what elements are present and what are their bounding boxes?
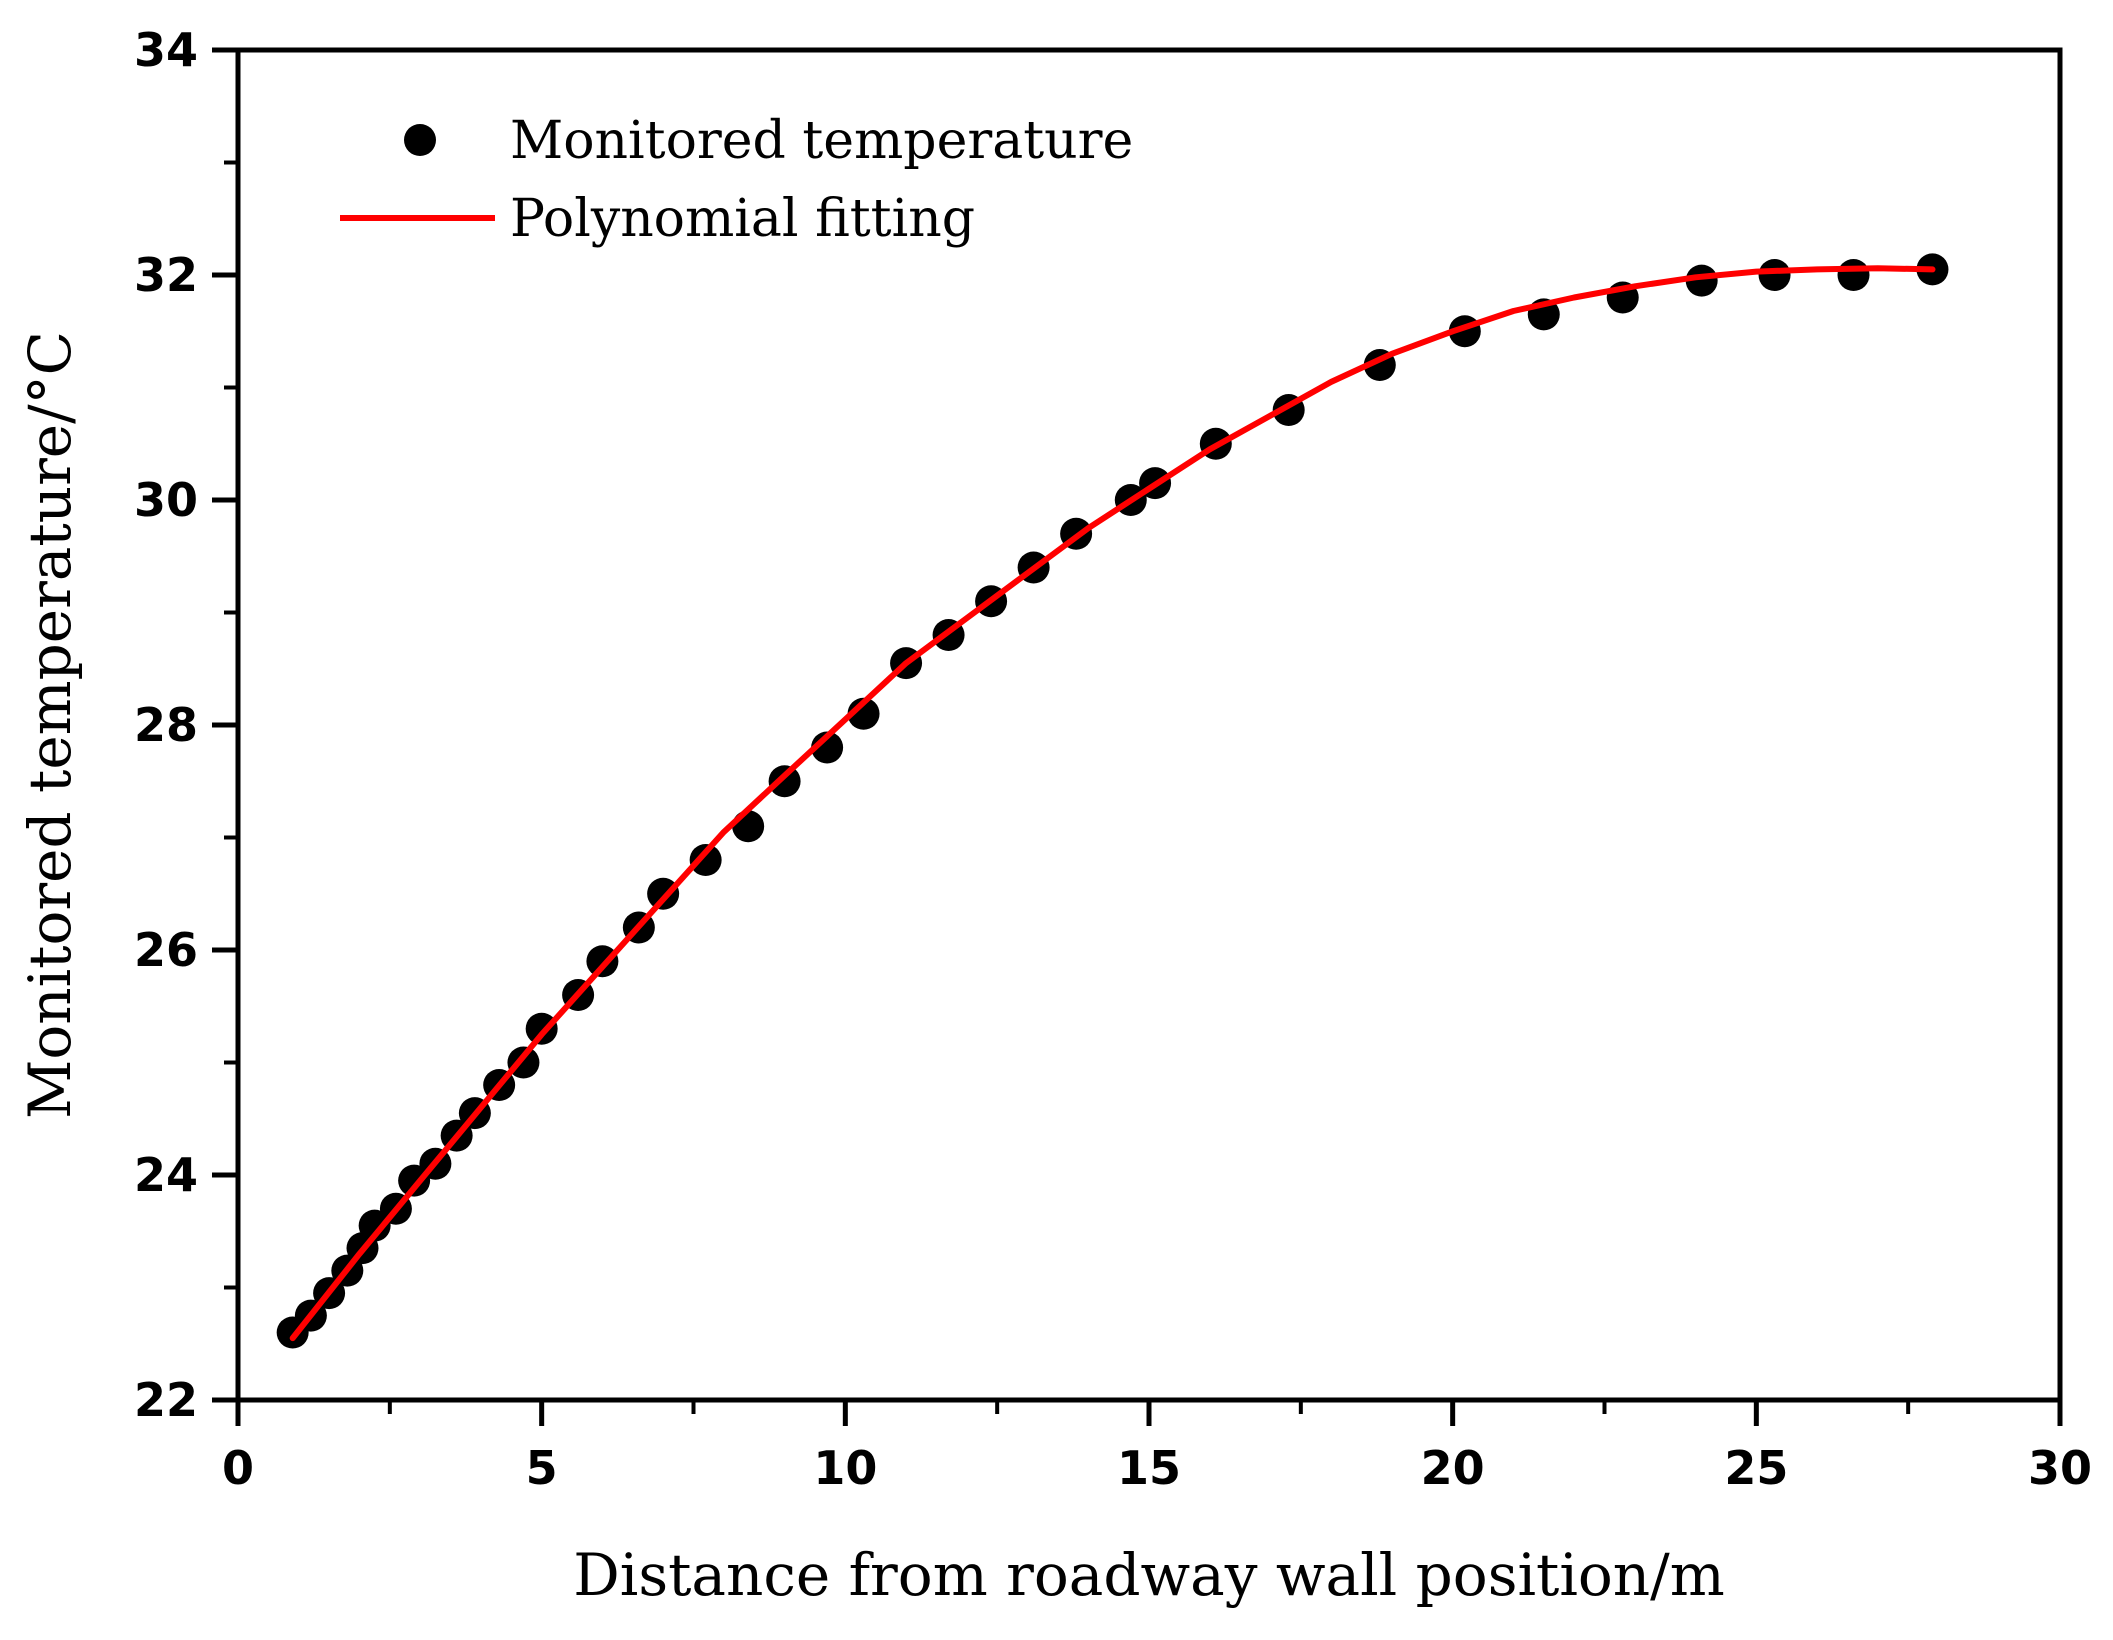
x-axis-title: Distance from roadway wall position/m [573,1541,1724,1609]
data-point [1837,259,1870,291]
data-point [1758,259,1791,291]
data-point [732,810,765,843]
data-point [689,844,722,876]
legend-label-polynomial: Polynomial fitting [510,189,975,249]
axes: 0 5 10 15 20 25 30 22 24 26 28 30 32 34 [134,23,2092,1495]
data-point [647,877,680,910]
y-tick-label: 24 [134,1148,198,1202]
data-point [525,1012,558,1045]
plot-area [276,253,1949,1349]
y-tick-label: 26 [134,923,198,977]
legend: Monitored temperature Polynomial fitting [340,111,1133,249]
x-tick-label: 30 [2028,1441,2092,1495]
x-tick-label: 5 [526,1441,558,1495]
x-tick-label: 10 [813,1441,877,1495]
y-tick-label: 22 [134,1373,198,1427]
fit-line [289,265,1936,1342]
x-tick-label: 20 [1421,1441,1485,1495]
y-tick-label: 28 [134,698,198,752]
data-point [586,945,619,978]
y-tick-label: 34 [134,23,198,77]
data-point [847,697,880,730]
data-point [811,731,844,764]
y-tick-label: 30 [134,473,198,527]
y-tick-label: 32 [134,248,198,302]
legend-marker-monitored [404,124,436,156]
y-axis-title: Monitored temperature/°C [16,331,84,1119]
data-point [1685,264,1718,297]
x-tick-label: 25 [1724,1441,1788,1495]
legend-label-monitored: Monitored temperature [510,111,1133,171]
x-tick-label: 0 [222,1441,254,1495]
x-tick-label: 15 [1117,1441,1181,1495]
data-point [768,765,801,798]
